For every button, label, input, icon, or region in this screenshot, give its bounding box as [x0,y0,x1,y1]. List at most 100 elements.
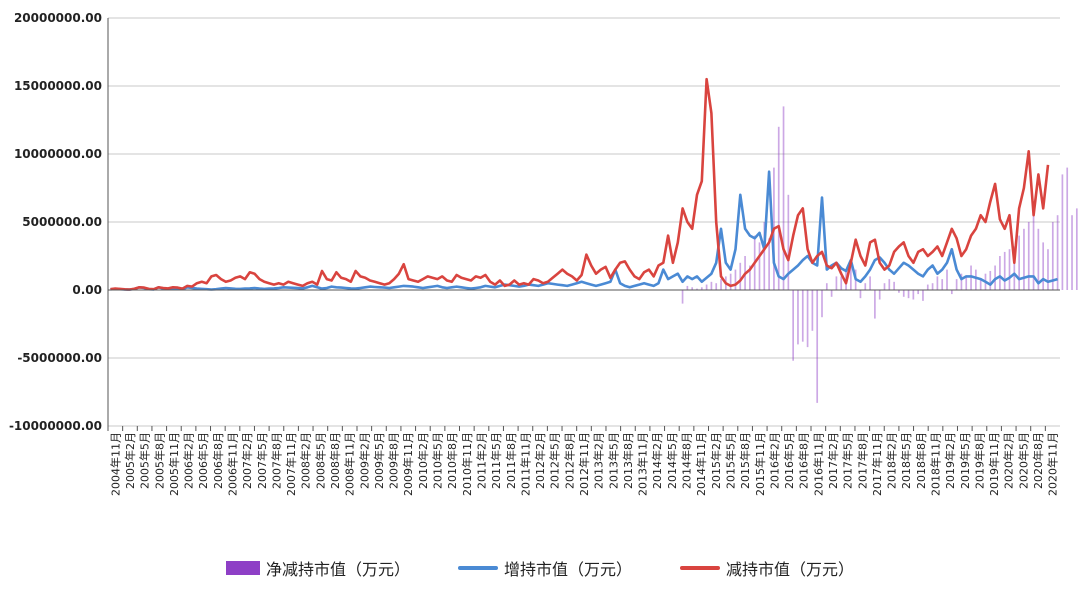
net-bar [835,276,838,290]
x-tick-label: 2020年11月 [1046,432,1060,496]
net-bar [749,265,751,290]
x-tick-label: 2010年5月 [431,432,445,489]
x-tick-label: 2007年2月 [240,432,254,489]
y-tick-label: 5000000.00 [22,215,102,229]
net-bar [970,265,972,290]
net-bar [821,290,823,318]
net-bar [941,279,944,290]
x-tick-label: 2017年5月 [841,432,855,489]
x-tick-label: 2019年5月 [958,432,972,489]
x-tick-label: 2014年11月 [694,432,708,496]
x-tick-label: 2017年8月 [855,432,869,489]
net-bar [1056,215,1059,290]
net-bar [888,279,891,290]
net-bar [936,276,939,290]
net-bar [907,290,910,299]
net-bar [850,262,852,290]
x-tick-label: 2010年8月 [445,432,459,489]
y-tick-label: 15000000.00 [14,79,102,93]
legend-swatch-add [457,566,498,570]
net-bar [864,283,867,290]
x-tick-label: 2009年11月 [401,432,415,496]
x-tick-label: 2005年2月 [123,432,137,489]
x-tick-label: 2011年11月 [518,432,532,496]
net-bar [874,290,876,319]
y-tick-label: -5000000.00 [17,351,102,365]
x-tick-label: 2006年5月 [196,432,210,489]
legend-swatch-net [225,561,260,575]
net-bar [758,242,761,290]
y-tick-label: 20000000.00 [14,11,102,25]
x-tick-label: 2012年5月 [548,432,562,489]
net-bar [893,281,895,290]
x-tick-label: 2018年8月 [914,432,928,489]
net-bar [801,290,804,342]
net-bar [926,284,929,290]
x-tick-label: 2015年11月 [753,432,767,496]
net-bar [700,287,703,290]
x-tick-label: 2010年2月 [416,432,430,489]
x-tick-label: 2005年5月 [138,432,152,489]
x-tick-label: 2009年5月 [372,432,386,489]
x-tick-label: 2018年5月 [899,432,913,489]
net-bar [763,222,766,290]
y-axis-ticks: 20000000.00 15000000.00 10000000.00 5000000… [9,11,102,433]
net-bar [902,290,905,297]
x-tick-label: 2012年8月 [562,432,576,489]
net-bar [999,256,1001,290]
net-bar [777,126,780,290]
net-bar [960,273,963,290]
net-bar [878,290,881,300]
net-bar [705,284,708,290]
net-bar [811,290,814,331]
x-tick-label: 2013年5月 [606,432,620,489]
net-bar [922,290,924,301]
net-bar [734,269,737,290]
gridlines [108,17,1060,427]
net-bar [975,269,977,290]
x-tick-label: 2008年8月 [328,432,342,489]
net-bar [797,290,799,345]
net-bar [696,288,698,290]
x-tick-label: 2008年11月 [343,432,357,496]
x-tick-label: 2014年5月 [665,432,679,489]
net-bar [917,290,920,295]
x-tick-label: 2019年11月 [987,432,1001,496]
x-tick-label: 2017年2月 [826,432,840,489]
net-bar [681,290,684,304]
x-tick-label: 2007年11月 [284,432,298,496]
net-bar [720,279,722,290]
axes [107,18,1060,426]
net-bar [898,290,900,293]
net-bar [739,262,742,290]
net-bar [859,290,862,299]
net-bar [1023,228,1025,290]
net-bar [1051,222,1054,290]
net-bar [768,238,770,290]
legend-item-add: 增持市值（万元） [457,556,632,580]
x-tick-label: 2019年2月 [943,432,957,489]
legend-item-reduce: 减持市值（万元） [680,556,854,580]
x-axis-ticks: 2004年11月 2005年2月 2005年5月 2005年8月 2005年11月 200… [107,426,1060,496]
net-bar [869,276,871,290]
legend-label-reduce: 减持市值（万元） [726,560,855,579]
net-bar [979,279,982,290]
x-tick-label: 2019年8月 [972,432,986,489]
x-tick-label: 2006年11月 [225,432,239,496]
legend-label-add: 增持市值（万元） [503,560,632,579]
x-tick-label: 2014年2月 [650,432,664,489]
x-tick-label: 2012年2月 [533,432,547,489]
net-bar [729,273,732,290]
x-tick-label: 2013年2月 [592,432,606,489]
x-tick-label: 2016年8月 [797,432,811,489]
net-bar [965,276,968,290]
net-bar [782,106,785,291]
net-bar [840,276,843,290]
add-line [110,170,1058,291]
x-tick-label: 2006年2月 [182,432,196,489]
x-tick-label: 2016年5月 [782,432,796,489]
net-bar [912,290,915,300]
net-bar [1003,251,1006,290]
net-bar [950,290,953,295]
